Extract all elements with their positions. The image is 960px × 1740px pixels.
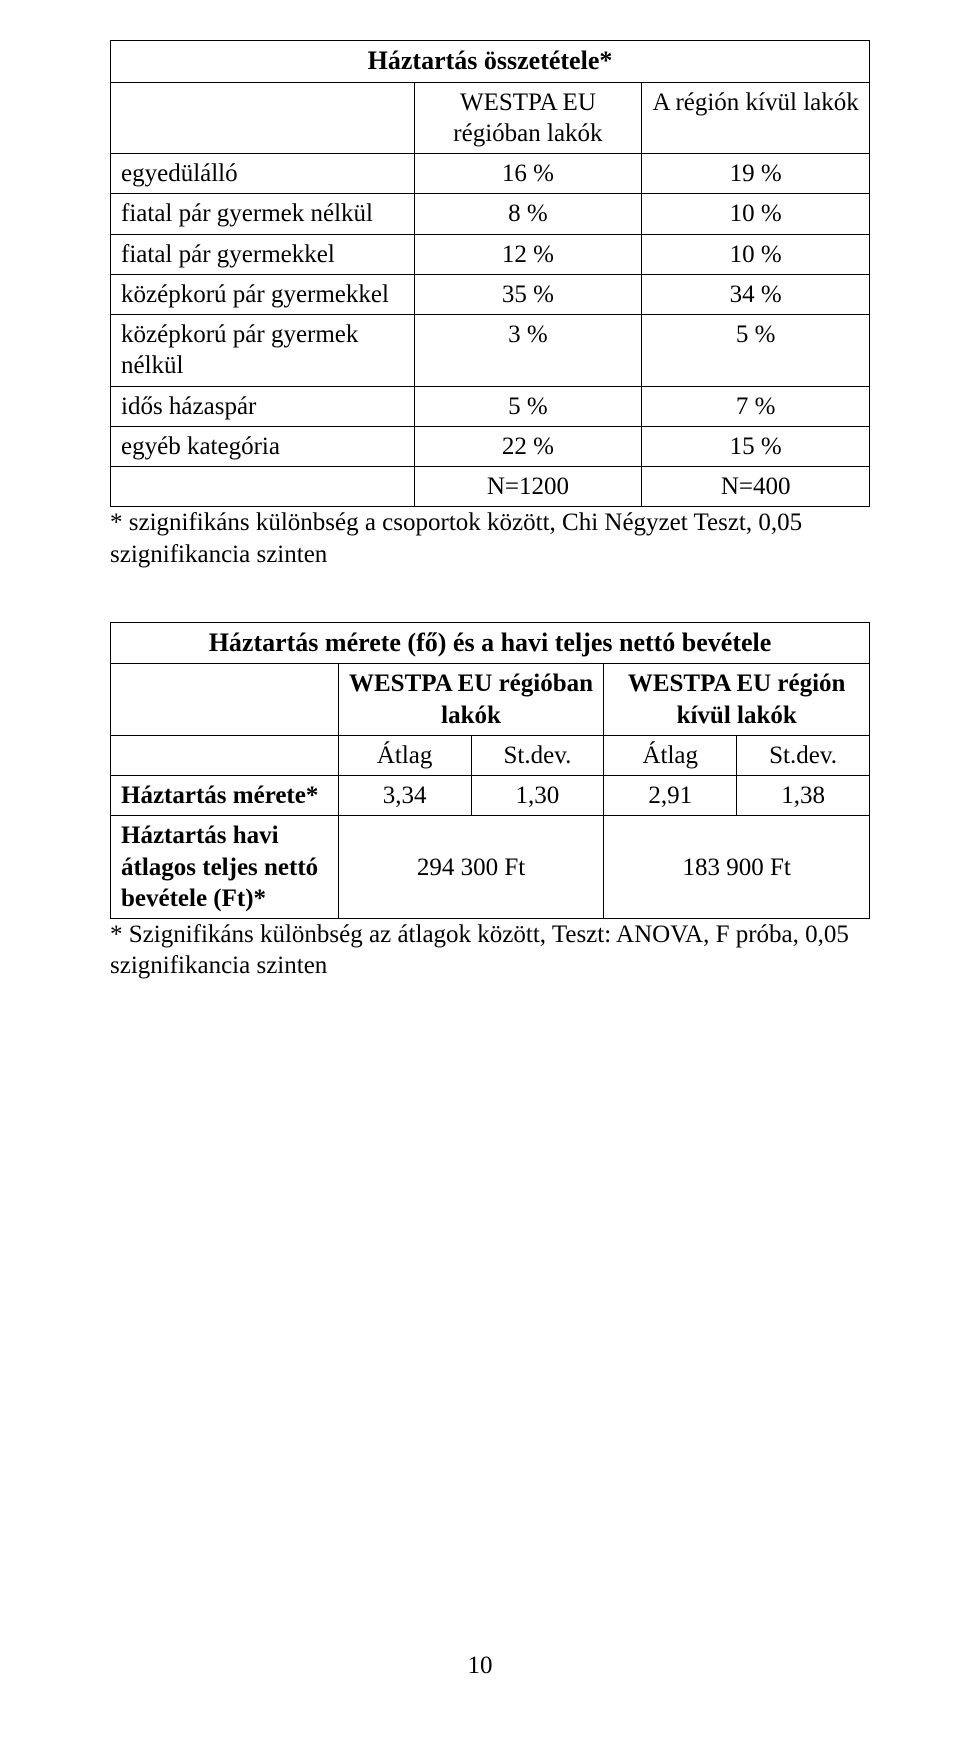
table2-title: Háztartás mérete (fő) és a havi teljes n…: [111, 622, 870, 664]
table-row: középkorú pár gyermek nélkül 3 % 5 %: [111, 315, 870, 387]
table2-blank1: [111, 664, 339, 736]
table-row: egyéb kategória 22 % 15 %: [111, 426, 870, 466]
table-row: középkorú pár gyermekkel 35 % 34 %: [111, 274, 870, 314]
table2-footnote: * Szignifikáns különbség az átlagok közö…: [110, 919, 870, 982]
table-row: Háztartás mérete* 3,34 1,30 2,91 1,38: [111, 776, 870, 816]
table1-footnote: * szignifikáns különbség a csoportok köz…: [110, 507, 870, 570]
table2-gh1: WESTPA EU régióban lakók: [338, 664, 604, 736]
table1-blank: [111, 82, 415, 154]
page-number: 10: [0, 1652, 960, 1680]
table-household-composition: Háztartás összetétele* WESTPA EU régióba…: [110, 40, 870, 507]
table-row: idős házaspár 5 % 7 %: [111, 386, 870, 426]
table2-sh2: St.dev.: [471, 735, 604, 775]
table-row-totals: N=1200 N=400: [111, 467, 870, 507]
table2-gh2: WESTPA EU régión kívül lakók: [604, 664, 870, 736]
table-row: Háztartás havi átlagos teljes nettó bevé…: [111, 816, 870, 919]
table-row: fiatal pár gyermek nélkül 8 % 10 %: [111, 194, 870, 234]
table-row: egyedülálló 16 % 19 %: [111, 154, 870, 194]
table1-h3: A régión kívül lakók: [642, 82, 870, 154]
table2-sh1: Átlag: [338, 735, 471, 775]
table1-title: Háztartás összetétele*: [111, 41, 870, 83]
table2-blank2: [111, 735, 339, 775]
table-household-size-income: Háztartás mérete (fő) és a havi teljes n…: [110, 622, 870, 919]
table1-h2: WESTPA EU régióban lakók: [414, 82, 642, 154]
table-row: fiatal pár gyermekkel 12 % 10 %: [111, 234, 870, 274]
table2-sh4: St.dev.: [737, 735, 870, 775]
table2-sh3: Átlag: [604, 735, 737, 775]
